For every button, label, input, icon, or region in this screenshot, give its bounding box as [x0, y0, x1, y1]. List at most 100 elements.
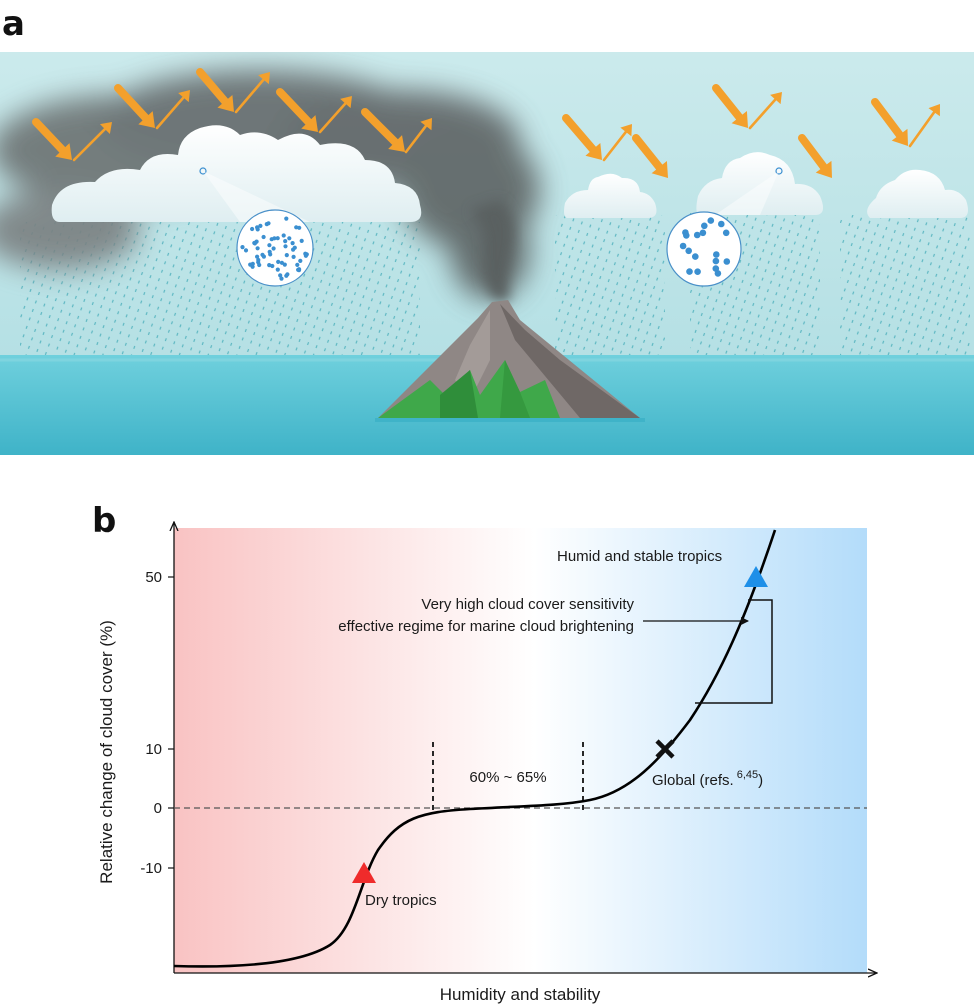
y-axis-label: Relative change of cloud cover (%) — [97, 620, 116, 884]
droplet — [294, 225, 299, 230]
global-label-superscript: 6,45 — [737, 769, 758, 781]
panel-b-letter: b — [92, 501, 116, 541]
y-tick-label: -10 — [140, 860, 162, 877]
sunlight-arrow — [908, 104, 940, 148]
panel-a-letter: a — [2, 4, 25, 44]
droplet — [283, 244, 288, 249]
droplet — [291, 247, 296, 252]
sunlight-arrow — [32, 118, 72, 160]
droplet — [275, 267, 280, 272]
range-annotation: 60% ~ 65% — [469, 769, 546, 786]
sunlight-arrow — [404, 118, 432, 154]
clean-cloud-3 — [867, 169, 968, 218]
droplet — [281, 233, 286, 238]
y-tick-label: 0 — [154, 800, 162, 817]
y-tick-label: 50 — [145, 569, 162, 586]
droplet — [243, 248, 249, 253]
callout-line-2: effective regime for marine cloud bright… — [338, 618, 634, 635]
global-label-end: ) — [758, 772, 763, 789]
sensitivity-bracket — [695, 599, 773, 704]
droplet — [291, 254, 296, 259]
droplet — [250, 261, 255, 266]
droplet — [694, 268, 701, 276]
droplet — [683, 232, 690, 239]
polluted-cloud — [51, 125, 422, 287]
sunlight-arrow — [871, 98, 908, 146]
dry-tropics-label: Dry tropics — [365, 892, 437, 909]
droplet — [722, 229, 730, 237]
droplet — [692, 253, 699, 260]
y-tick-label: 10 — [145, 741, 162, 758]
clean-cloud-1 — [564, 173, 657, 218]
sunlight-arrows — [32, 68, 940, 178]
rain-mid — [555, 215, 665, 355]
droplet — [718, 220, 725, 228]
droplet — [272, 236, 277, 241]
sunlight-arrow — [798, 134, 832, 178]
droplet — [276, 259, 281, 264]
droplet — [723, 258, 731, 265]
sunlight-arrow — [234, 72, 270, 114]
droplet — [255, 254, 260, 259]
sunlight-arrow — [196, 68, 234, 112]
droplet — [267, 243, 272, 248]
droplet — [279, 260, 284, 265]
droplet — [685, 247, 692, 255]
droplet — [686, 268, 693, 275]
dry-tropics-marker — [352, 862, 376, 883]
droplet — [250, 226, 255, 232]
global-marker — [655, 739, 675, 759]
droplet — [255, 225, 260, 230]
sunlight-arrow — [748, 92, 782, 130]
droplet — [258, 223, 263, 228]
sunlight-arrow — [318, 96, 352, 134]
droplet — [284, 253, 289, 258]
droplet — [297, 267, 302, 272]
volcano — [375, 300, 645, 422]
droplet — [707, 217, 715, 224]
droplet — [255, 246, 260, 251]
sunlight-arrow — [72, 122, 112, 162]
volcano-illustration — [0, 52, 974, 455]
droplet — [714, 270, 722, 277]
humid-stable-label: Humid and stable tropics — [557, 548, 722, 565]
callout-line-1: Very high cloud cover sensitivity — [421, 596, 634, 613]
chart: 50 10 0 -10 60% ~ 65% Very high cloud cover… — [97, 522, 877, 1004]
droplet — [290, 241, 295, 246]
droplet — [252, 240, 257, 246]
humid-stable-marker — [744, 566, 768, 587]
droplet — [298, 258, 303, 263]
rain-right-2 — [840, 215, 970, 355]
sunlight-arrow — [602, 124, 632, 162]
droplet — [712, 257, 720, 265]
sunlight-arrow — [632, 134, 668, 178]
sunlight-arrow — [361, 108, 405, 152]
droplet — [693, 231, 701, 239]
droplet — [261, 234, 266, 240]
droplet — [240, 245, 245, 250]
droplet — [679, 242, 687, 250]
droplet — [271, 246, 276, 251]
smoke-column — [470, 200, 514, 300]
droplet — [295, 262, 300, 267]
droplet — [270, 263, 275, 269]
droplet — [260, 252, 265, 257]
global-label: Global (refs. 6,45) — [652, 769, 763, 789]
global-label-text: Global (refs. — [652, 772, 734, 789]
droplet — [279, 276, 284, 281]
sunlight-arrow — [114, 84, 155, 128]
clean-cloud-2 — [666, 152, 824, 287]
x-axis-label: Humidity and stability — [440, 985, 601, 1004]
droplet — [256, 257, 261, 263]
droplet — [699, 229, 707, 237]
droplet — [285, 272, 290, 277]
droplet — [287, 236, 292, 241]
droplet — [268, 252, 273, 257]
chart-background — [174, 528, 867, 973]
droplet — [299, 238, 304, 243]
droplet — [284, 216, 289, 221]
sunlight-arrow — [562, 114, 602, 160]
droplet — [278, 273, 283, 278]
sunlight-arrow — [155, 90, 190, 130]
